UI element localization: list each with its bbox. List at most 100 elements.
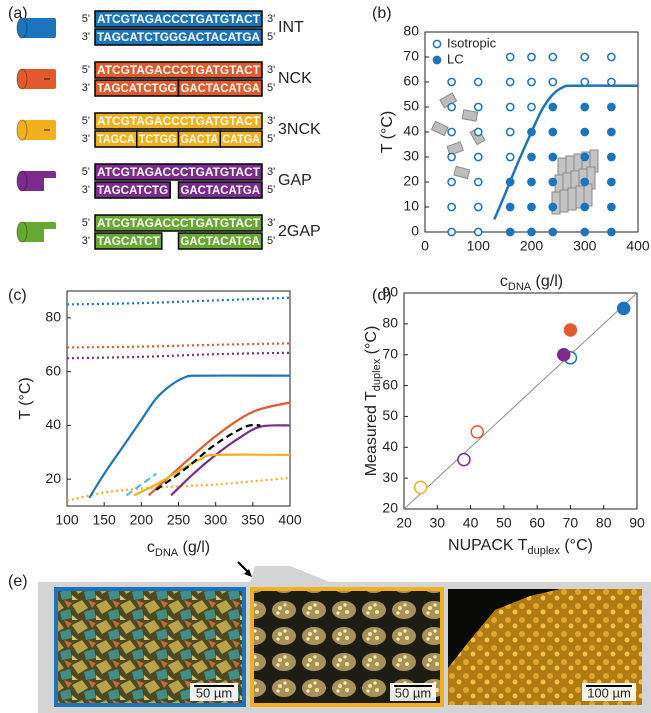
point bbox=[549, 128, 556, 135]
point bbox=[415, 481, 427, 493]
strand-end: 3' bbox=[267, 64, 275, 76]
scale-bar-label: 50 µm bbox=[395, 685, 431, 700]
point bbox=[549, 103, 556, 110]
y-tick-label: 50 bbox=[382, 407, 398, 423]
y-tick-label: 80 bbox=[382, 315, 398, 331]
y-tick-label: 30 bbox=[382, 469, 398, 485]
point bbox=[475, 178, 482, 185]
strand-end: 5' bbox=[82, 217, 90, 229]
duplex-icon-notch bbox=[44, 78, 50, 80]
x-tick-label: 80 bbox=[596, 515, 612, 531]
point bbox=[549, 228, 556, 235]
point bbox=[618, 302, 630, 314]
line bbox=[67, 343, 290, 347]
axis-label-sub: duplex bbox=[527, 545, 560, 557]
point bbox=[549, 153, 556, 160]
axis-label-text: Measured T bbox=[363, 391, 380, 476]
point bbox=[608, 128, 615, 135]
point bbox=[475, 203, 482, 210]
y-tick-label: 70 bbox=[403, 48, 419, 64]
point bbox=[608, 103, 615, 110]
point bbox=[448, 153, 455, 160]
axis-label-sub: duplex bbox=[371, 358, 383, 391]
axis-label: T (°C) bbox=[379, 111, 396, 154]
strand-sequence: ATCGTAGACCCTGATGTACT bbox=[97, 114, 261, 128]
scale-bar-label: 50 µm bbox=[196, 685, 232, 700]
point bbox=[528, 103, 535, 110]
point bbox=[448, 228, 455, 235]
duplex-icon-notch bbox=[44, 178, 56, 191]
panel-label: (e) bbox=[8, 573, 28, 590]
y-tick-label: 40 bbox=[403, 123, 419, 139]
strand-sequence: ATCGTAGACCCTGATGTACT bbox=[97, 12, 261, 26]
point bbox=[581, 103, 588, 110]
axis-label-unit: (g/l) bbox=[531, 273, 563, 290]
point bbox=[475, 103, 482, 110]
strand-end: 5' bbox=[267, 82, 275, 94]
construct-name: 2GAP bbox=[278, 223, 321, 240]
figure: (a)ATCGTAGACCCTGATGTACT5'3'TAGCATCTGGGAC… bbox=[0, 0, 651, 713]
point bbox=[581, 228, 588, 235]
strand-end: 3' bbox=[267, 115, 275, 127]
point bbox=[448, 78, 455, 85]
legend-marker bbox=[433, 40, 440, 47]
point bbox=[564, 324, 576, 336]
point bbox=[507, 103, 514, 110]
x-tick-label: 0 bbox=[421, 238, 429, 254]
point bbox=[448, 128, 455, 135]
point bbox=[475, 78, 482, 85]
point bbox=[581, 78, 588, 85]
axis-label: T (°C) bbox=[17, 377, 34, 420]
duplex-icon-cap bbox=[17, 222, 27, 242]
point bbox=[507, 153, 514, 160]
duplex-icon-cap bbox=[17, 120, 27, 140]
point bbox=[549, 78, 556, 85]
rod-icon bbox=[568, 188, 576, 210]
x-tick-label: 90 bbox=[629, 515, 645, 531]
point bbox=[507, 78, 514, 85]
x-tick-label: 40 bbox=[463, 515, 479, 531]
legend-marker bbox=[433, 56, 440, 63]
point bbox=[528, 78, 535, 85]
duplex-icon-cap bbox=[17, 171, 27, 191]
line bbox=[67, 298, 290, 305]
construct-name: INT bbox=[278, 19, 304, 36]
strand-sequence: TAGCATCT bbox=[97, 234, 160, 248]
point bbox=[475, 153, 482, 160]
x-tick-label: 30 bbox=[429, 515, 445, 531]
point bbox=[608, 203, 615, 210]
axis-label-sub: DNA bbox=[155, 547, 179, 559]
y-tick-label: 20 bbox=[403, 173, 419, 189]
micrograph-panel bbox=[38, 562, 651, 713]
point bbox=[608, 178, 615, 185]
point bbox=[608, 228, 615, 235]
strand-end: 5' bbox=[267, 184, 275, 196]
reference-line bbox=[404, 293, 637, 509]
callout bbox=[250, 566, 330, 582]
y-tick-label: 80 bbox=[45, 309, 61, 325]
x-tick-label: 400 bbox=[626, 238, 650, 254]
x-tick-label: 60 bbox=[529, 515, 545, 531]
strand-sequence: GACTACATGA bbox=[181, 234, 261, 248]
point bbox=[581, 128, 588, 135]
y-tick-label: 30 bbox=[403, 148, 419, 164]
strand-sequence: TAGCATCTGGGACTACATGA bbox=[97, 30, 260, 44]
strand-sequence: CATGA bbox=[222, 132, 260, 146]
axis-label-unit: (°C) bbox=[560, 537, 593, 554]
y-tick-label: 60 bbox=[403, 73, 419, 89]
y-tick-label: 10 bbox=[403, 198, 419, 214]
strand-sequence: TAGCATCTGG bbox=[97, 81, 177, 95]
x-tick-label: 20 bbox=[396, 515, 412, 531]
y-tick-label: 60 bbox=[382, 376, 398, 392]
point bbox=[581, 53, 588, 60]
point bbox=[507, 203, 514, 210]
axis-label-text: NUPACK T bbox=[448, 537, 528, 554]
point bbox=[507, 128, 514, 135]
y-tick-label: 60 bbox=[45, 362, 61, 378]
y-tick-label: 40 bbox=[382, 438, 398, 454]
duplex-icon-notch bbox=[44, 129, 50, 131]
strand-sequence: TAGCA bbox=[97, 132, 135, 146]
axis-label: cDNA (g/l) bbox=[147, 539, 210, 559]
point bbox=[507, 178, 514, 185]
point bbox=[507, 228, 514, 235]
